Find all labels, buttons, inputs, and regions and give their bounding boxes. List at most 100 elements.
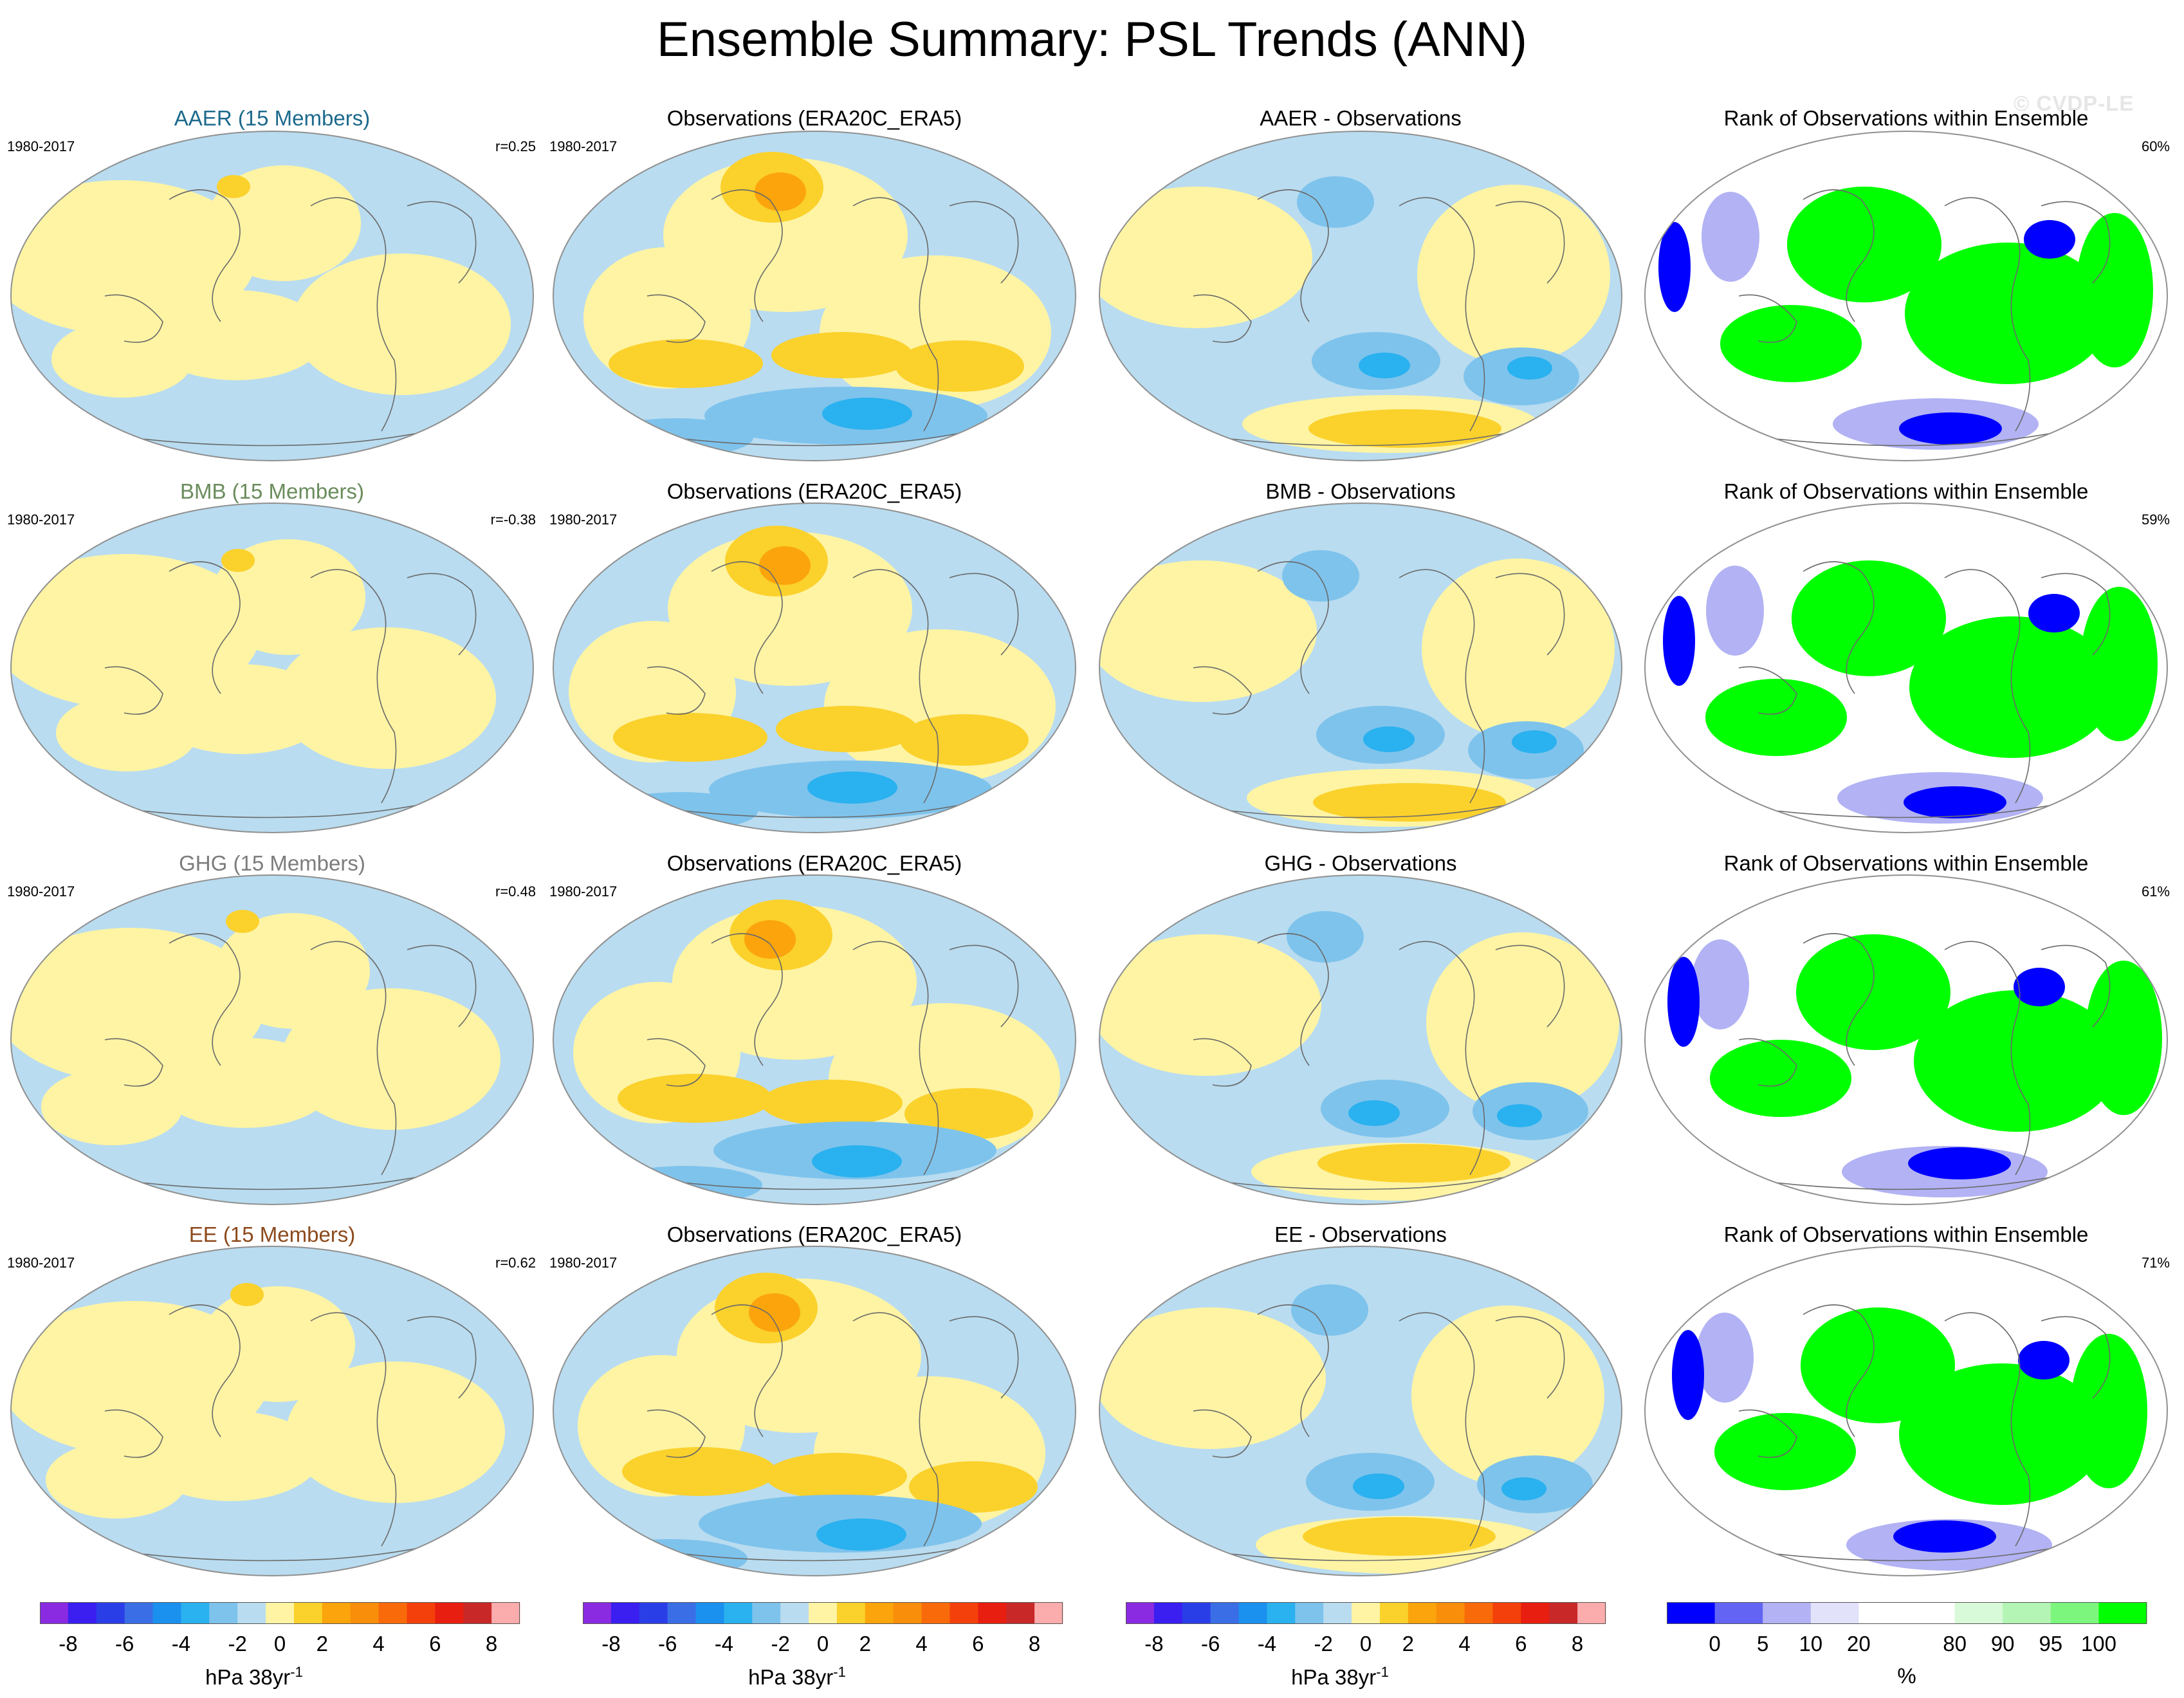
- trend-region: [766, 1453, 907, 1499]
- colorbar-trend: [583, 1602, 1063, 1624]
- trend-region: [1914, 990, 2120, 1132]
- coastline: [647, 666, 706, 715]
- coastline: [949, 201, 1019, 284]
- trend-region: [1663, 596, 1695, 686]
- trend-region: [286, 1361, 505, 1503]
- trend-region: [609, 339, 763, 388]
- trend-region: [1905, 243, 2111, 384]
- coastline: [949, 945, 1019, 1028]
- colorbar-swatch: [1267, 1602, 1296, 1624]
- coastline: [1399, 941, 1485, 1176]
- coastline: [1738, 666, 1797, 715]
- coastline: [852, 197, 939, 432]
- colorbar-tick-label: 0: [273, 1632, 286, 1656]
- coastline: [104, 666, 163, 715]
- colorbar-swatch: [1714, 1602, 1763, 1624]
- trend-region: [1787, 187, 1941, 302]
- trend-region: [155, 1038, 335, 1128]
- trend-region: [1696, 1313, 1754, 1403]
- trend-region: [1426, 932, 1619, 1112]
- map-rank: [1644, 874, 2168, 1205]
- stat-label: r=0.62: [495, 1255, 536, 1271]
- colorbar-swatch: [780, 1602, 809, 1624]
- trend-region: [593, 1539, 748, 1576]
- trend-region: [2024, 220, 2075, 259]
- panel-title: Observations (ERA20C_ERA5): [666, 106, 962, 130]
- trend-region: [1801, 1307, 1955, 1423]
- panel-title: AAER - Observations: [1260, 106, 1462, 130]
- colorbar-units-text: %: [1897, 1664, 1916, 1688]
- colorbar-tick-label: 8: [485, 1632, 498, 1656]
- map-obs: [553, 503, 1076, 833]
- trend-region: [755, 172, 806, 211]
- trend-region: [1422, 558, 1615, 739]
- colorbar-units-exponent: -1: [833, 1664, 846, 1680]
- map-model: [10, 874, 534, 1205]
- trend-region: [1099, 187, 1312, 328]
- colorbar-units: hPa 38yr-1: [205, 1664, 303, 1690]
- watermark-text: © CVDP-LE: [2014, 91, 2134, 115]
- coastline: [1193, 1038, 1252, 1087]
- colorbar-tick-label: -6: [1200, 1632, 1220, 1656]
- colorbar-swatch: [322, 1602, 351, 1624]
- trend-region: [2070, 1334, 2147, 1488]
- colorbar-swatch: [96, 1602, 125, 1624]
- coastline: [1257, 933, 1329, 1066]
- colorbar-swatch: [1549, 1602, 1578, 1624]
- stat-label: 59%: [2141, 512, 2170, 528]
- period-label: 1980-2017: [549, 138, 618, 154]
- trend-region: [1908, 1147, 2011, 1179]
- colorbar-swatch: [836, 1602, 866, 1624]
- coastline: [647, 1038, 706, 1087]
- colorbar-units: %: [1897, 1664, 1916, 1688]
- period-label: 1980-2017: [7, 512, 75, 528]
- coastline: [104, 1409, 163, 1458]
- colorbar-tick-label: 10: [1799, 1632, 1823, 1656]
- trend-region: [1691, 939, 1749, 1029]
- colorbar-units-text: hPa 38yr: [748, 1665, 834, 1689]
- trend-region: [2076, 213, 2153, 367]
- period-label: 1980-2017: [549, 1255, 618, 1271]
- colorbar-swatch: [1034, 1602, 1063, 1624]
- trend-region: [1667, 957, 1700, 1047]
- map-border: [1644, 874, 2168, 1205]
- colorbar-rank: [1667, 1602, 2147, 1624]
- trend-region: [895, 340, 1024, 392]
- coastline: [310, 1312, 397, 1547]
- coastline: [1495, 945, 1565, 1028]
- colorbar-tick-label: 0: [1709, 1632, 1721, 1656]
- colorbar-tick-label: 8: [1028, 1632, 1041, 1656]
- coastline: [1193, 666, 1252, 715]
- colorbar-swatch: [1577, 1602, 1606, 1624]
- colorbar-swatch: [1492, 1602, 1521, 1624]
- colorbar-trend: [40, 1602, 520, 1624]
- trend-region: [816, 1518, 906, 1551]
- trend-region: [56, 694, 197, 771]
- trend-region: [812, 1145, 902, 1177]
- period-label: 1980-2017: [549, 883, 618, 900]
- map-border: [553, 131, 1076, 461]
- colorbar-units: hPa 38yr-1: [748, 1664, 846, 1690]
- trend-region: [1308, 409, 1501, 448]
- map-border: [1099, 503, 1622, 833]
- trend-region: [1417, 185, 1610, 365]
- coastline: [310, 941, 397, 1176]
- colorbar-swatch: [1810, 1602, 1859, 1624]
- trend-region: [217, 175, 250, 198]
- coastline: [1399, 1312, 1485, 1547]
- colorbar-swatch: [209, 1602, 238, 1624]
- colorbar-swatch: [921, 1602, 950, 1624]
- trend-region: [46, 1441, 187, 1518]
- colorbar-tick-label: 6: [429, 1632, 441, 1656]
- trend-region: [622, 1447, 776, 1496]
- colorbar-tick-label: -2: [771, 1632, 790, 1656]
- coastline: [1257, 189, 1329, 322]
- coastline: [1803, 189, 1875, 322]
- colorbar-swatch: [237, 1602, 266, 1624]
- trend-region: [1287, 911, 1364, 963]
- stat-label: r=-0.38: [490, 512, 536, 528]
- trend-region: [277, 627, 496, 769]
- coastline: [711, 933, 783, 1066]
- trend-region: [1317, 1144, 1510, 1183]
- trend-region: [759, 546, 811, 585]
